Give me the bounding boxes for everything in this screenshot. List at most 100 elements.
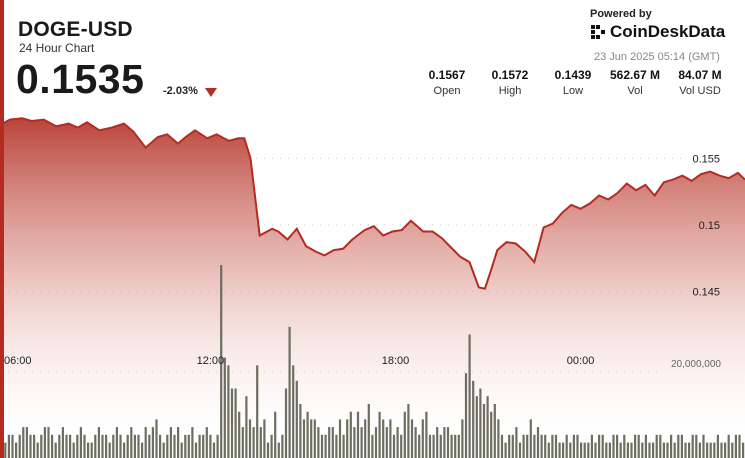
volume-bar [256, 365, 259, 458]
volume-bar [702, 434, 705, 458]
volume-bar [310, 419, 313, 458]
volume-bar [396, 427, 399, 458]
volume-bar [324, 434, 327, 458]
volume-bar [58, 434, 61, 458]
volume-bar [220, 265, 223, 458]
volume-bar [382, 419, 385, 458]
volume-bar [626, 442, 629, 458]
volume-bar [436, 427, 439, 458]
volume-bar [551, 434, 554, 458]
volume-bar [673, 442, 676, 458]
volume-bar [299, 404, 302, 458]
coindesk-logo-icon [591, 25, 605, 39]
volume-bar [576, 434, 579, 458]
volume-bar [306, 411, 309, 458]
volume-bar [378, 411, 381, 458]
volume-bar [209, 434, 212, 458]
volume-bar [432, 434, 435, 458]
volume-bar [87, 442, 90, 458]
volume-bar [616, 434, 619, 458]
volume-bar [313, 419, 316, 458]
volume-bar [724, 442, 727, 458]
volume-bar [126, 434, 129, 458]
volume-bar [734, 434, 737, 458]
timestamp: 23 Jun 2025 05:14 (GMT) [594, 51, 720, 63]
volume-bar [461, 419, 464, 458]
volume-bar [61, 427, 64, 458]
volume-bar [212, 442, 216, 458]
stat-label: Low [562, 85, 584, 97]
volume-bar [374, 427, 378, 458]
stat-high: 0.1572 High [487, 68, 533, 97]
volume-bar [688, 442, 691, 458]
volume-bar [144, 427, 147, 458]
brand-logo[interactable]: CoinDeskData [590, 22, 725, 42]
volume-bar [317, 427, 320, 458]
volume-bar [346, 419, 349, 458]
volume-bar [184, 434, 187, 458]
volume-bar [526, 434, 529, 458]
volume-bar [123, 442, 126, 458]
brand-name: CoinDeskData [610, 22, 726, 41]
volume-bar [295, 380, 298, 458]
volume-bar [288, 326, 291, 458]
triangle-down-icon [205, 88, 217, 97]
stat-label: Open [433, 85, 461, 97]
current-price: 0.1535 [16, 56, 145, 102]
volume-bar [634, 434, 637, 458]
volume-bar [637, 434, 640, 458]
volume-bar [292, 365, 295, 458]
volume-bar [695, 434, 698, 458]
volume-bar [659, 434, 662, 458]
volume-bar [500, 434, 504, 458]
volume-bar [198, 434, 201, 458]
volume-bar [83, 434, 86, 458]
volume-bar [698, 442, 701, 458]
volume-bar [662, 442, 665, 458]
volume-bar [583, 442, 586, 458]
volume-bar [141, 442, 144, 458]
volume-bar [356, 411, 360, 458]
volume-bar [159, 434, 162, 458]
volume-bar [266, 442, 270, 458]
volume-bar [101, 434, 104, 458]
volume-bar [619, 442, 622, 458]
volume-bar [177, 427, 180, 458]
volume-bar [97, 427, 100, 458]
volume-bar [421, 419, 424, 458]
stat-value: 0.1567 [428, 68, 466, 82]
volume-bar [742, 442, 745, 458]
volume-bar [335, 434, 338, 458]
volume-bar [367, 404, 370, 458]
volume-bar [464, 373, 468, 458]
volume-bar [558, 442, 561, 458]
volume-bar [605, 442, 608, 458]
volume-bar [7, 434, 10, 458]
stat-value: 562.67 M [609, 68, 661, 82]
volume-bar [29, 434, 32, 458]
stat-value: 84.07 M [678, 68, 722, 82]
volume-bar [252, 427, 255, 458]
stat-label: Vol USD [679, 85, 721, 97]
volume-bar [202, 434, 205, 458]
volume-bar [554, 434, 558, 458]
volume-tick-label: 20,000,000 [671, 359, 721, 370]
volume-bar [598, 434, 601, 458]
volume-bar [720, 442, 723, 458]
volume-bar [439, 434, 442, 458]
volume-bar [392, 434, 396, 458]
volume-bar [630, 442, 633, 458]
volume-bar [216, 434, 219, 458]
volume-bar [11, 434, 14, 458]
volume-bar [230, 388, 234, 458]
volume-bar [155, 419, 158, 458]
volume-bar [562, 442, 565, 458]
volume-bar [706, 442, 709, 458]
volume-bar [342, 434, 345, 458]
volume-bar [482, 404, 486, 458]
volume-bar [572, 434, 575, 458]
volume-bar [547, 442, 550, 458]
volume-bar [360, 427, 363, 458]
price-tick-label: 0.15 [699, 220, 720, 232]
volume-bar [33, 434, 36, 458]
